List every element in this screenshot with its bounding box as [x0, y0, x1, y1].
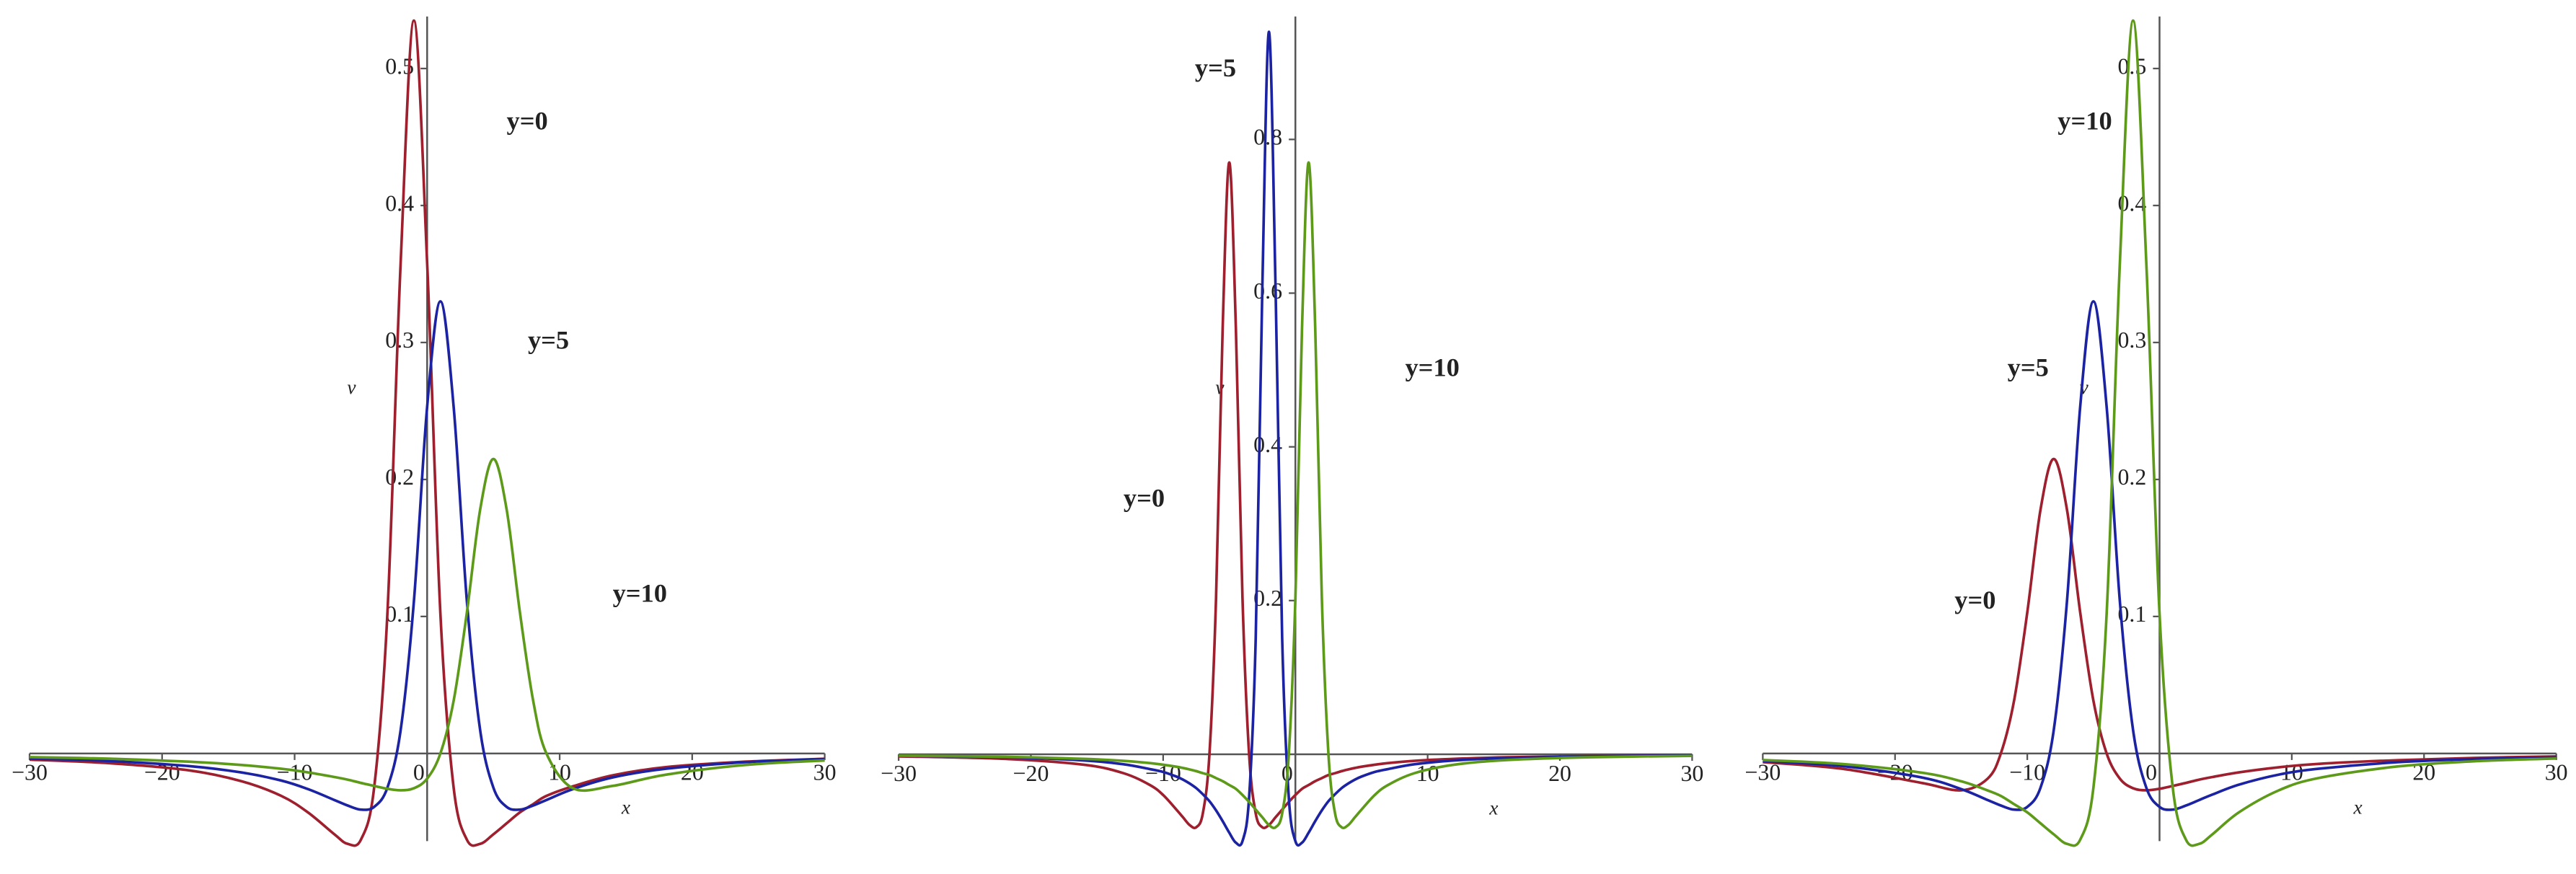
y-tick-label: 0.4: [385, 190, 414, 216]
series-label: y=0: [507, 106, 548, 135]
x-tick-label: 0: [413, 760, 425, 785]
series-label: y=0: [1954, 586, 1995, 614]
x-tick-label: −20: [1013, 761, 1049, 786]
x-axis-label: x: [1488, 798, 1498, 819]
curve: [899, 161, 1693, 829]
curve: [899, 161, 1693, 829]
series-label: y=10: [1405, 353, 1459, 381]
x-tick-label: 0: [2145, 760, 2157, 785]
y-tick-label: 0.3: [2117, 327, 2146, 353]
x-axis-label: x: [621, 797, 630, 818]
x-tick-label: −10: [2009, 760, 2045, 785]
x-tick-label: 30: [813, 760, 837, 785]
x-axis-label: x: [2353, 797, 2363, 818]
curve: [899, 30, 1693, 847]
y-tick-label: 0.2: [1253, 586, 1282, 611]
series-label: y=10: [2057, 106, 2112, 135]
x-tick-label: 30: [2545, 760, 2568, 785]
curve: [29, 300, 825, 811]
curve: [29, 457, 825, 793]
series-label: y=0: [1124, 484, 1165, 513]
series-label: y=5: [1195, 53, 1236, 82]
curve: [29, 19, 825, 847]
series-label: y=10: [613, 579, 667, 608]
series-label: y=5: [528, 325, 569, 354]
y-tick-label: 0.1: [385, 601, 414, 627]
y-tick-label: 0.8: [1253, 125, 1282, 150]
x-tick-label: 10: [1416, 761, 1439, 786]
x-tick-label: 30: [1680, 761, 1703, 786]
y-tick-label: 0.6: [1253, 278, 1282, 304]
curve: [1763, 457, 2557, 792]
curve: [1763, 300, 2557, 811]
series-label: y=5: [2008, 353, 2049, 381]
x-tick-label: −30: [881, 761, 917, 786]
x-tick-label: −30: [12, 760, 48, 785]
y-tick-label: 0.2: [2117, 464, 2146, 490]
y-tick-label: 0.2: [385, 464, 414, 490]
y-axis-label: v: [347, 376, 356, 398]
curve: [1763, 19, 2557, 847]
x-tick-label: 20: [1548, 761, 1571, 786]
y-tick-label: 0.5: [2117, 53, 2146, 79]
y-tick-label: 0.3: [385, 327, 414, 353]
